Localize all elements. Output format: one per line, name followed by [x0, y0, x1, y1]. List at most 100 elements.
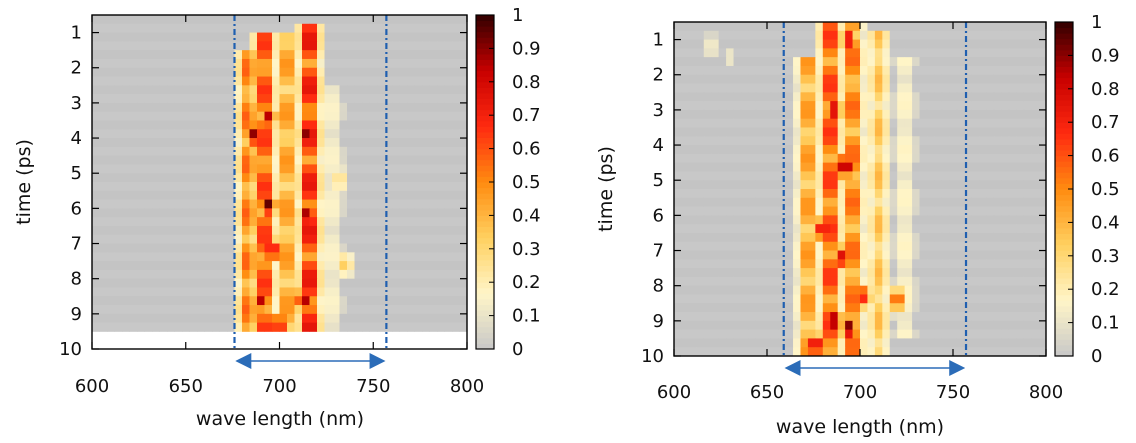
heatmap-cell — [807, 30, 816, 40]
heatmap-cell — [429, 155, 438, 165]
heatmap-cell — [429, 102, 438, 113]
heatmap-cell — [793, 153, 801, 164]
heatmap-cell — [459, 261, 468, 271]
heatmap-cell — [740, 329, 749, 339]
heatmap-cell — [755, 22, 764, 32]
heatmap-cell — [778, 338, 786, 348]
heatmap-cell — [377, 217, 385, 227]
heatmap-cell — [674, 39, 682, 49]
heatmap-cell — [422, 76, 430, 86]
colorbar-segment — [1055, 44, 1073, 51]
heatmap-cell — [264, 32, 273, 42]
heatmap-cell — [182, 243, 190, 253]
heatmap-cell — [941, 92, 950, 102]
heatmap-cell — [407, 94, 415, 104]
y-tick-label: 7 — [71, 234, 82, 255]
heatmap-cell — [242, 208, 250, 218]
heatmap-cell — [114, 208, 123, 218]
heatmap-cell — [986, 303, 995, 313]
heatmap-cell — [212, 287, 220, 297]
heatmap-cell — [197, 199, 205, 209]
heatmap-cell — [845, 22, 853, 32]
heatmap-cell — [830, 109, 839, 120]
heatmap-cell — [763, 285, 772, 295]
heatmap-cell — [956, 101, 965, 111]
heatmap-cell — [152, 164, 160, 174]
heatmap-cell — [452, 15, 460, 25]
heatmap-cell — [317, 76, 325, 86]
heatmap-cell — [444, 85, 453, 95]
heatmap-cell — [212, 94, 220, 104]
heatmap-cell — [837, 250, 846, 260]
heatmap-cell — [324, 155, 333, 165]
heatmap-cell — [122, 190, 130, 200]
heatmap-cell — [272, 32, 280, 42]
heatmap-cell — [993, 101, 1002, 111]
heatmap-cell — [793, 22, 801, 32]
heatmap-cell — [837, 48, 846, 58]
heatmap-cell — [324, 190, 333, 200]
heatmap-cell — [272, 305, 280, 315]
heatmap-cell — [152, 146, 160, 157]
y-tick-label: 2 — [653, 65, 664, 86]
heatmap-cell — [182, 164, 190, 174]
heatmap-cell — [429, 23, 438, 33]
heatmap-cell — [971, 232, 980, 243]
heatmap-cell — [956, 276, 965, 287]
heatmap-cell — [688, 180, 697, 190]
heatmap-cell — [107, 94, 115, 104]
heatmap-cell — [354, 322, 363, 332]
heatmap-cell — [287, 243, 295, 253]
heatmap-cell — [429, 208, 438, 218]
heatmap-cell — [107, 243, 115, 253]
heatmap-cell — [964, 127, 972, 137]
heatmap-cell — [414, 94, 423, 104]
heatmap-cell — [971, 109, 980, 120]
heatmap-cell — [197, 138, 205, 148]
heatmap-cell — [159, 129, 168, 139]
heatmap-cell — [837, 171, 846, 181]
heatmap-cell — [882, 206, 891, 216]
x-axis-ticks: 600 650 700 750 800 — [75, 15, 484, 397]
heatmap-cell — [294, 129, 303, 139]
heatmap-cell — [681, 22, 690, 32]
colorbar-segment — [1055, 172, 1073, 179]
heatmap-cell — [882, 162, 891, 172]
heatmap-cell — [174, 102, 183, 113]
heatmap-cell — [845, 232, 853, 243]
heatmap-cell — [219, 296, 228, 306]
heatmap-cell — [971, 312, 980, 322]
heatmap-cell — [212, 32, 220, 42]
heatmap-cell — [845, 215, 853, 225]
heatmap-cell — [287, 67, 295, 77]
heatmap-cell — [1038, 347, 1047, 357]
heatmap-cell — [369, 76, 378, 86]
heatmap-cell — [227, 85, 235, 95]
colorbar-tick-label: 0.1 — [512, 306, 541, 327]
heatmap-cell — [302, 23, 310, 33]
colorbar-segment — [1055, 72, 1073, 79]
heatmap-cell — [986, 268, 995, 278]
heatmap-cell — [422, 190, 430, 200]
heatmap-cell — [354, 278, 363, 288]
heatmap-cell — [249, 155, 258, 165]
heatmap-cell — [347, 217, 355, 227]
heatmap-cell — [459, 23, 468, 33]
heatmap-cell — [979, 30, 987, 40]
heatmap-cell — [696, 48, 705, 58]
colorbar-segment — [476, 298, 494, 305]
heatmap-cell — [137, 234, 145, 244]
heatmap-cell — [332, 15, 340, 25]
heatmap-cell — [452, 243, 460, 253]
heatmap-cell — [444, 41, 453, 51]
heatmap-cell — [852, 276, 861, 287]
heatmap-cell — [152, 322, 160, 332]
heatmap-cell — [815, 224, 824, 234]
heatmap-cell — [718, 250, 727, 260]
heatmap-cell — [845, 171, 853, 181]
heatmap-cell — [264, 102, 273, 113]
heatmap-cell — [696, 180, 705, 190]
heatmap-cell — [287, 225, 295, 236]
heatmap-cell — [257, 173, 265, 183]
